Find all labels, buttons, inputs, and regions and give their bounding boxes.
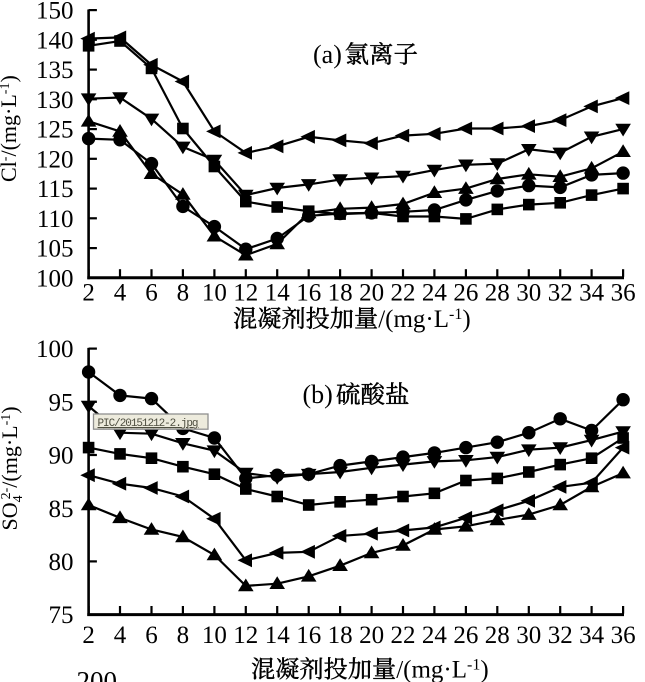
svg-text:120: 120 bbox=[36, 146, 74, 173]
svg-text:4: 4 bbox=[114, 279, 127, 306]
svg-text:10: 10 bbox=[202, 279, 227, 306]
svg-text:30: 30 bbox=[516, 279, 541, 306]
svg-text:32: 32 bbox=[548, 622, 573, 649]
svg-text:20: 20 bbox=[359, 279, 384, 306]
svg-text:110: 110 bbox=[37, 206, 74, 233]
svg-text:28: 28 bbox=[485, 622, 510, 649]
svg-text:6: 6 bbox=[145, 622, 158, 649]
svg-text:80: 80 bbox=[49, 549, 74, 576]
svg-text:18: 18 bbox=[328, 622, 353, 649]
svg-text:2: 2 bbox=[82, 279, 95, 306]
svg-text:Cl-/(mg·L-1): Cl-/(mg·L-1) bbox=[0, 75, 21, 182]
svg-text:12: 12 bbox=[233, 622, 258, 649]
svg-text:28: 28 bbox=[485, 279, 510, 306]
svg-text:PIC/20151212-2.jpg: PIC/20151212-2.jpg bbox=[98, 418, 199, 430]
svg-text:14: 14 bbox=[265, 279, 291, 306]
svg-text:200: 200 bbox=[77, 666, 118, 682]
svg-text:4: 4 bbox=[114, 622, 127, 649]
svg-text:24: 24 bbox=[422, 622, 448, 649]
svg-text:6: 6 bbox=[145, 279, 158, 306]
svg-text:14: 14 bbox=[265, 622, 291, 649]
svg-text:100: 100 bbox=[36, 336, 74, 363]
svg-text:20: 20 bbox=[359, 622, 384, 649]
svg-text:125: 125 bbox=[36, 117, 74, 144]
svg-text:115: 115 bbox=[37, 176, 74, 203]
svg-text:2: 2 bbox=[82, 622, 95, 649]
svg-text:105: 105 bbox=[36, 236, 74, 263]
svg-text:95: 95 bbox=[49, 389, 74, 416]
svg-text:135: 135 bbox=[36, 57, 74, 84]
svg-text:36: 36 bbox=[611, 279, 636, 306]
svg-text:(b): (b) bbox=[303, 380, 333, 409]
svg-text:30: 30 bbox=[516, 622, 541, 649]
svg-text:85: 85 bbox=[49, 496, 74, 523]
svg-text:12: 12 bbox=[233, 279, 258, 306]
svg-text:150: 150 bbox=[36, 0, 74, 25]
svg-text:10: 10 bbox=[202, 622, 227, 649]
svg-text:26: 26 bbox=[453, 622, 478, 649]
svg-text:8: 8 bbox=[177, 622, 190, 649]
svg-text:90: 90 bbox=[49, 443, 74, 470]
svg-text:34: 34 bbox=[579, 622, 605, 649]
svg-text:26: 26 bbox=[453, 279, 478, 306]
svg-text:130: 130 bbox=[36, 87, 74, 114]
svg-text:8: 8 bbox=[177, 279, 190, 306]
svg-text:36: 36 bbox=[611, 622, 636, 649]
svg-text:18: 18 bbox=[328, 279, 353, 306]
svg-text:22: 22 bbox=[391, 622, 416, 649]
svg-text:SO42-/(mg·L-1): SO42-/(mg·L-1) bbox=[0, 406, 26, 530]
svg-text:34: 34 bbox=[579, 279, 605, 306]
svg-text:140: 140 bbox=[36, 27, 74, 54]
svg-text:22: 22 bbox=[391, 279, 416, 306]
svg-text:16: 16 bbox=[296, 622, 321, 649]
svg-text:(a): (a) bbox=[313, 40, 342, 69]
svg-text:32: 32 bbox=[548, 279, 573, 306]
svg-text:75: 75 bbox=[49, 602, 74, 629]
svg-text:24: 24 bbox=[422, 279, 448, 306]
svg-text:16: 16 bbox=[296, 279, 321, 306]
svg-text:/(mg·L-1): /(mg·L-1) bbox=[378, 306, 470, 333]
svg-text:100: 100 bbox=[36, 265, 74, 292]
